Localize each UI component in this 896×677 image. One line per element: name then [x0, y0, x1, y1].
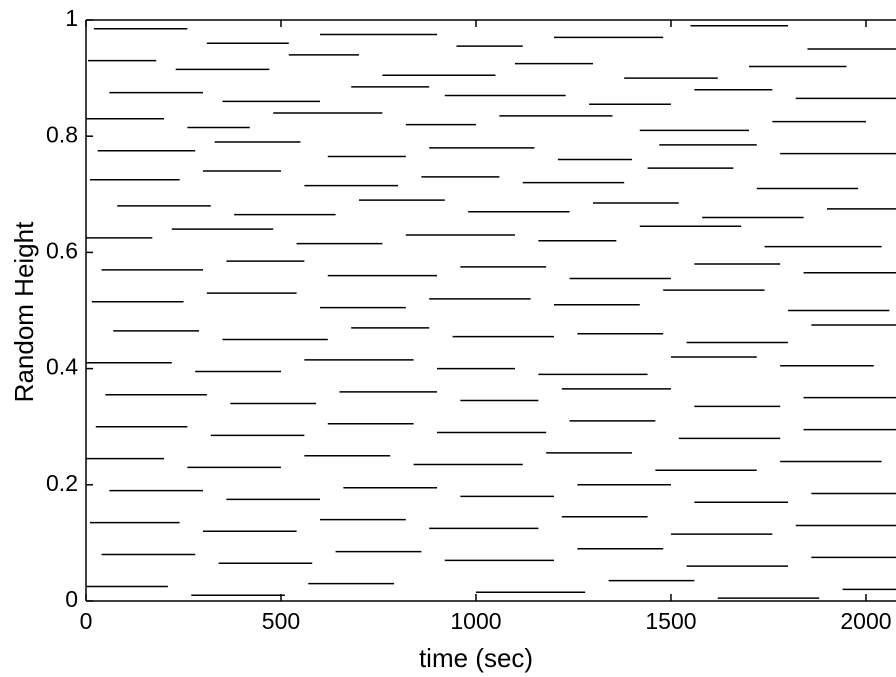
y-tick-label: 0.8: [46, 121, 78, 147]
x-tick-label: 0: [80, 608, 93, 634]
y-tick-label: 0: [65, 586, 78, 612]
y-tick-label: 0.4: [46, 354, 78, 380]
y-tick-label: 0.2: [46, 470, 78, 496]
y-tick-label: 0.6: [46, 237, 78, 263]
x-tick-label: 500: [262, 608, 300, 634]
x-tick-label: 2000: [840, 608, 891, 634]
y-tick-label: 1: [65, 5, 78, 31]
x-tick-label: 1000: [450, 608, 501, 634]
x-tick-label: 1500: [645, 608, 696, 634]
x-axis-label: time (sec): [419, 643, 533, 673]
y-axis-label: Random Height: [9, 221, 39, 402]
